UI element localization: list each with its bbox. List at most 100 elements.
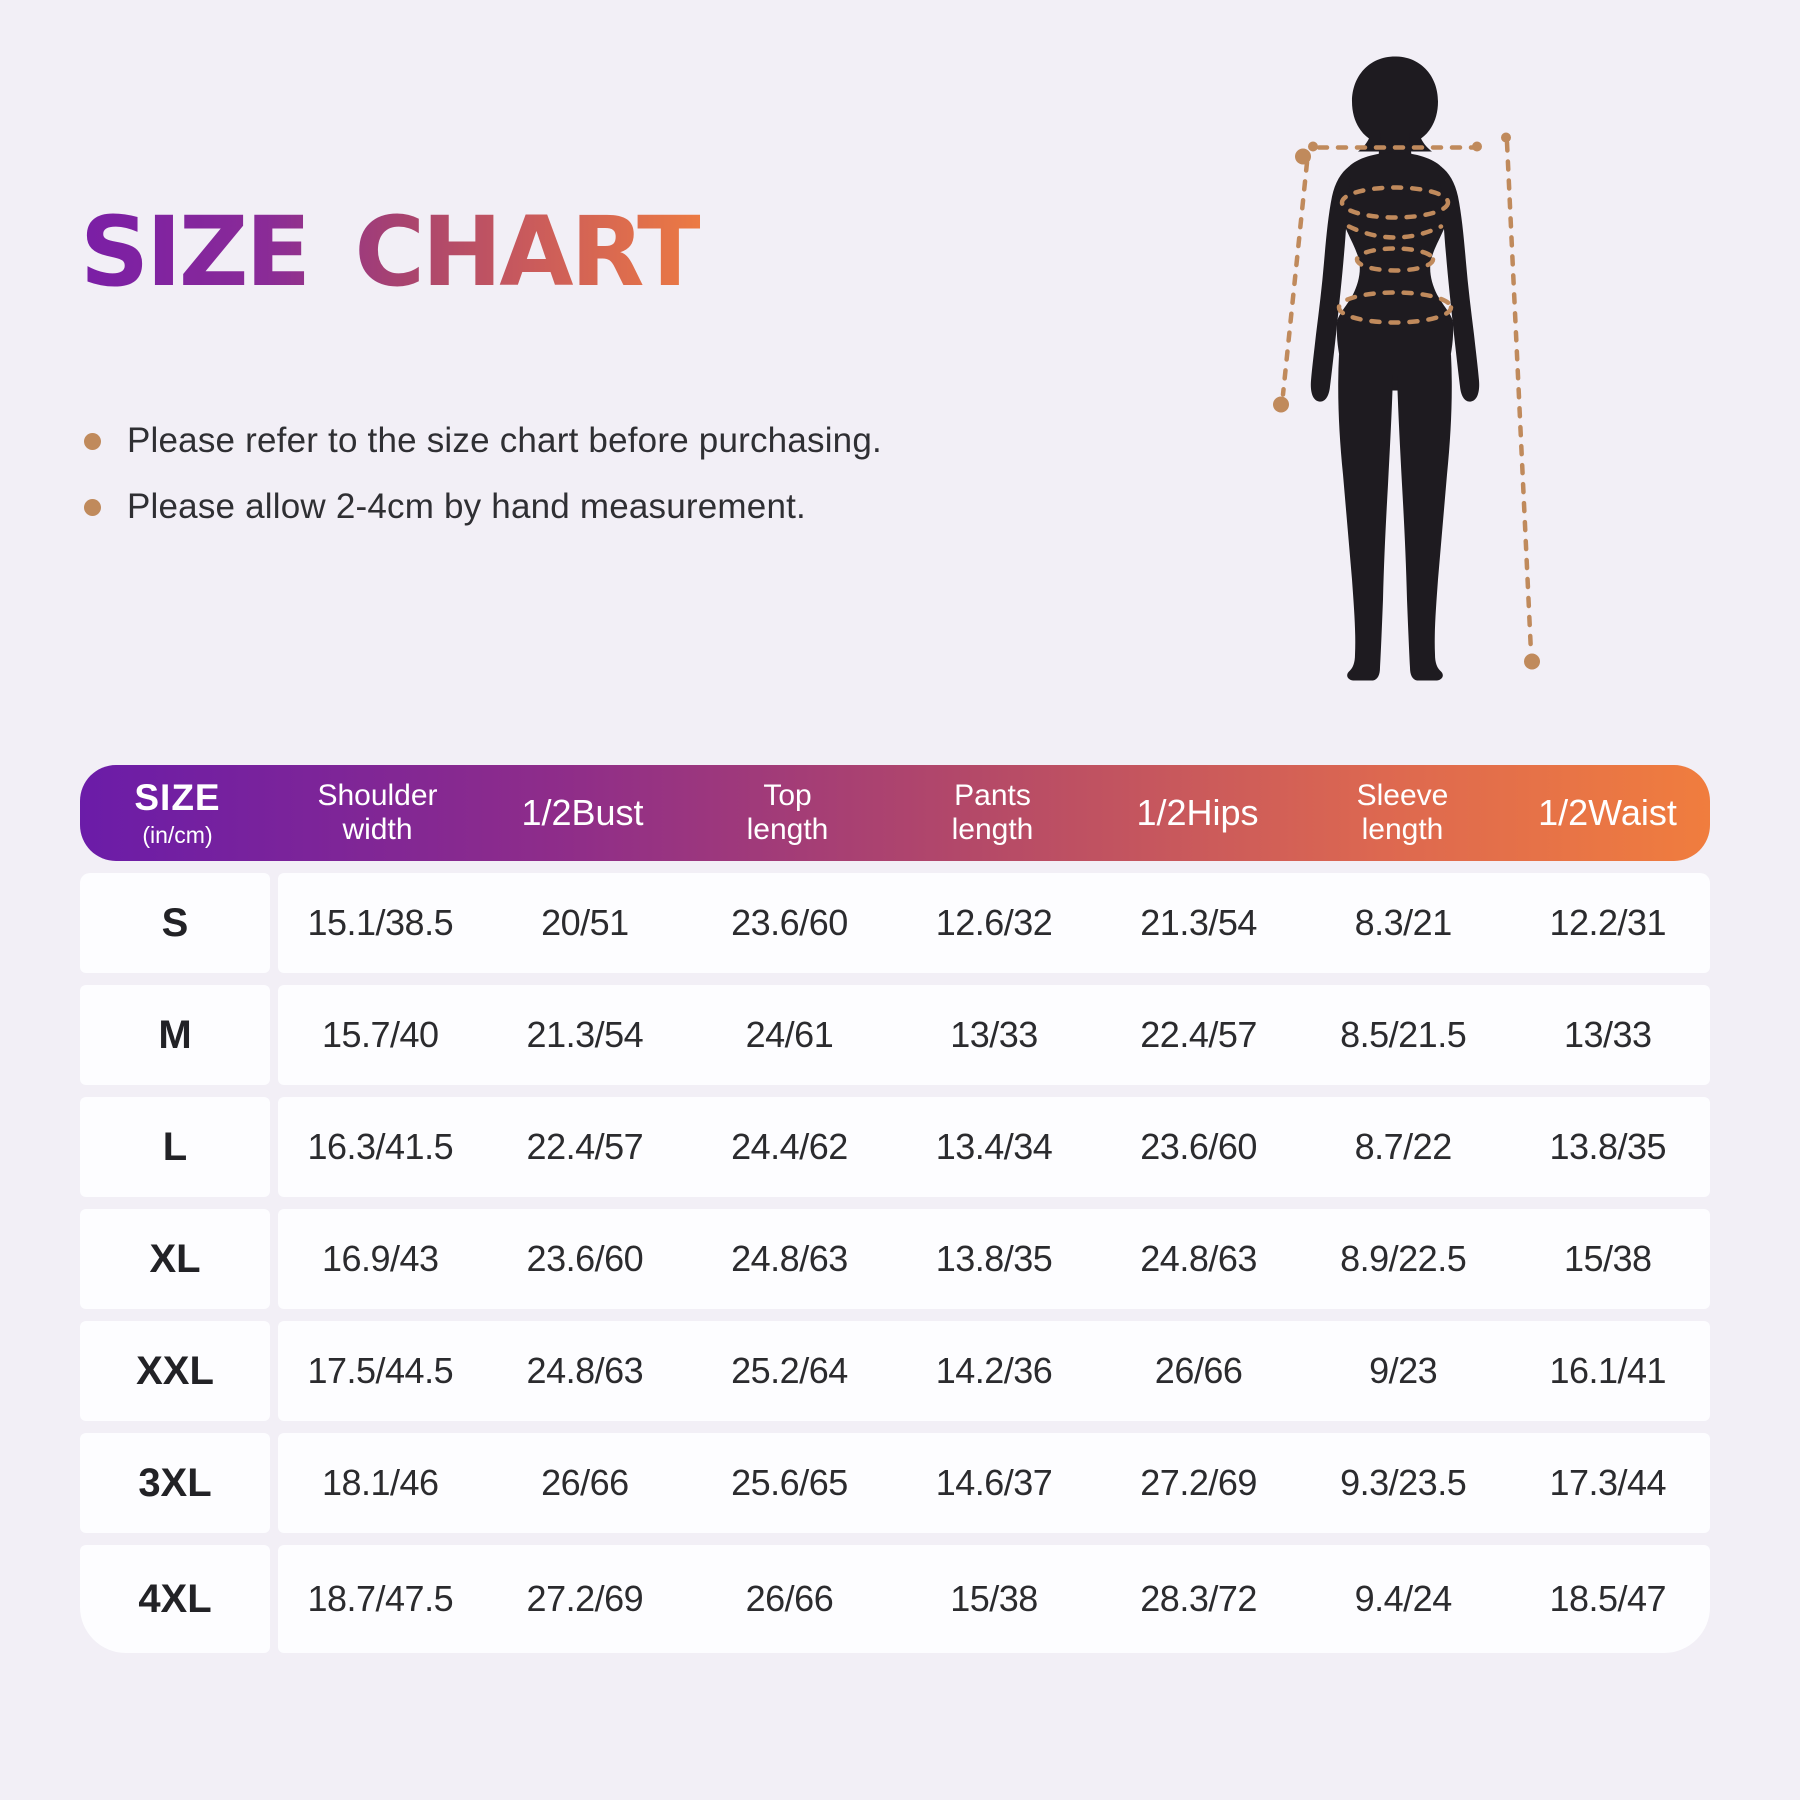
measurement-value: 8.3/21 [1354, 902, 1453, 943]
column-header-label: 1/2Bust [521, 791, 644, 833]
measurement-value: 15.1/38.5 [307, 902, 454, 943]
measurement-value: 24.4/62 [731, 1126, 848, 1167]
size-table-rows: S 15.1/38.5 20/51 23.6/60 12.6/32 21.3/54 8.3/… [80, 873, 1710, 1653]
column-header: Sleeve length [1300, 779, 1505, 846]
measurement-value: 18.7/47.5 [307, 1578, 454, 1619]
female-body-measurement-silhouette-icon [1273, 56, 1540, 681]
row-values: 18.7/47.5 27.2/69 26/66 15/38 28.3/72 9.4/24 1… [278, 1545, 1710, 1653]
measurement-value: 23.6/60 [1140, 1126, 1257, 1167]
column-header: 1/2Bust [480, 791, 685, 833]
female-body-measurement-figure [1255, 52, 1565, 687]
measurement-value: 22.4/57 [526, 1126, 644, 1167]
measurement-value: 13.8/35 [1549, 1126, 1667, 1167]
measurement-value: 12.2/31 [1549, 902, 1667, 943]
note-text: Please refer to the size chart before pu… [127, 421, 882, 460]
row-values: 16.3/41.5 22.4/57 24.4/62 13.4/34 23.6/60 8.7… [278, 1097, 1710, 1197]
table-row: M 15.7/40 21.3/54 24/61 13/33 22.4/57 8.5/21.5… [80, 985, 1710, 1085]
size-chart-table: SIZE (in/cm) Shoulder width 1/2Bust Top leng… [80, 765, 1710, 1653]
measurement-value: 27.2/69 [1140, 1462, 1257, 1503]
measurement-value: 24.8/63 [1140, 1238, 1257, 1279]
measurement-value: 16.9/43 [321, 1238, 439, 1279]
measurement-dots [1273, 132, 1540, 670]
measurement-value: 17.3/44 [1549, 1462, 1667, 1503]
measurement-value: 13.8/35 [935, 1238, 1053, 1279]
measurement-value: 15.7/40 [321, 1014, 439, 1055]
measurement-value: 27.2/69 [526, 1578, 644, 1619]
column-header: 1/2Hips [1095, 791, 1300, 833]
row-values: 17.5/44.5 24.8/63 25.2/64 14.2/36 26/66 9/23 1… [278, 1321, 1710, 1421]
row-values: 16.9/43 23.6/60 24.8/63 13.8/35 24.8/63 8.9/2… [278, 1209, 1710, 1309]
bullet-dot-icon [84, 432, 101, 450]
column-header: SIZE (in/cm) [80, 777, 275, 848]
table-row: L 16.3/41.5 22.4/57 24.4/62 13.4/34 23.6/60 8.… [80, 1097, 1710, 1197]
measurement-value: 15/38 [1563, 1238, 1652, 1279]
row-values: 15.1/38.5 20/51 23.6/60 12.6/32 21.3/54 8.3/2… [278, 873, 1710, 973]
size-label: M [80, 985, 270, 1085]
measurement-value: 17.5/44.5 [307, 1350, 454, 1391]
column-header-label: 1/2Hips [1136, 791, 1259, 833]
size-label: XXL [80, 1321, 270, 1421]
column-header: 1/2Waist [1505, 791, 1710, 833]
measurement-value: 25.6/65 [731, 1462, 848, 1503]
measurement-value: 23.6/60 [526, 1238, 644, 1279]
size-label: S [80, 873, 270, 973]
bullet-dot-icon [84, 498, 101, 516]
measurement-value: 26/66 [745, 1578, 834, 1619]
measurement-value: 9/23 [1369, 1350, 1438, 1391]
column-header-label: 1/2Waist [1538, 791, 1677, 833]
column-header: Shoulder width [275, 779, 480, 846]
column-header-unit: (in/cm) [142, 821, 213, 848]
column-header: Top length [685, 779, 890, 846]
measurement-value: 13/33 [950, 1014, 1038, 1055]
measurement-value: 24.8/63 [731, 1238, 848, 1279]
size-label: 3XL [80, 1433, 270, 1533]
page-title: SIZE CHART [80, 196, 703, 308]
measurement-value: 14.2/36 [935, 1350, 1053, 1391]
measurement-value: 16.1/41 [1549, 1350, 1667, 1391]
measurement-value: 16.3/41.5 [307, 1126, 454, 1167]
column-header-label: SIZE [134, 777, 221, 819]
measurement-value: 13/33 [1563, 1014, 1652, 1055]
measurement-value: 28.3/72 [1140, 1578, 1257, 1619]
table-row: XL 16.9/43 23.6/60 24.8/63 13.8/35 24.8/63 8.9… [80, 1209, 1710, 1309]
measurement-value: 12.6/32 [935, 902, 1053, 943]
size-table-header: SIZE (in/cm) Shoulder width 1/2Bust Top leng… [80, 765, 1710, 861]
measurement-value: 14.6/37 [935, 1462, 1053, 1503]
column-header-label: Pants length [951, 779, 1034, 846]
size-label: XL [80, 1209, 270, 1309]
measurement-value: 18.1/46 [321, 1462, 439, 1503]
table-row: S 15.1/38.5 20/51 23.6/60 12.6/32 21.3/54 8.3/… [80, 873, 1710, 973]
measurement-value: 8.7/22 [1354, 1126, 1453, 1167]
measurement-value: 20/51 [541, 902, 629, 943]
column-header-label: Sleeve length [1356, 779, 1449, 846]
size-label: 4XL [80, 1545, 270, 1653]
measurement-value: 15/38 [950, 1578, 1038, 1619]
measurement-value: 22.4/57 [1140, 1014, 1257, 1055]
table-row: XXL 17.5/44.5 24.8/63 25.2/64 14.2/36 26/66 9/… [80, 1321, 1710, 1421]
measurement-value: 26/66 [541, 1462, 629, 1503]
table-row: 3XL 18.1/46 26/66 25.6/65 14.6/37 27.2/69 9.3/… [80, 1433, 1710, 1533]
column-header-label: Shoulder width [317, 779, 438, 846]
column-header: Pants length [890, 779, 1095, 846]
measurement-value: 21.3/54 [526, 1014, 644, 1055]
row-values: 15.7/40 21.3/54 24/61 13/33 22.4/57 8.5/21.5 1… [278, 985, 1710, 1085]
column-header-label: Top length [746, 779, 829, 846]
note-item: Please allow 2-4cm by hand measurement. [84, 484, 882, 530]
measurement-value: 9.4/24 [1354, 1578, 1453, 1619]
measurement-value: 13.4/34 [935, 1126, 1053, 1167]
measurement-value: 9.3/23.5 [1340, 1462, 1467, 1503]
table-row: 4XL 18.7/47.5 27.2/69 26/66 15/38 28.3/72 9.4/… [80, 1545, 1710, 1653]
row-values: 18.1/46 26/66 25.6/65 14.6/37 27.2/69 9.3/23.… [278, 1433, 1710, 1533]
notes: Please refer to the size chart before pu… [84, 418, 882, 550]
measurement-value: 24.8/63 [526, 1350, 644, 1391]
measurement-value: 8.9/22.5 [1340, 1238, 1467, 1279]
measurement-value: 18.5/47 [1549, 1578, 1667, 1619]
measurement-value: 25.2/64 [731, 1350, 848, 1391]
measurement-value: 23.6/60 [731, 902, 848, 943]
measurement-value: 21.3/54 [1140, 902, 1257, 943]
measurement-dashed-lines [1280, 140, 1534, 655]
measurement-value: 8.5/21.5 [1340, 1014, 1467, 1055]
note-item: Please refer to the size chart before pu… [84, 418, 882, 464]
size-label: L [80, 1097, 270, 1197]
measurement-value: 24/61 [745, 1014, 834, 1055]
